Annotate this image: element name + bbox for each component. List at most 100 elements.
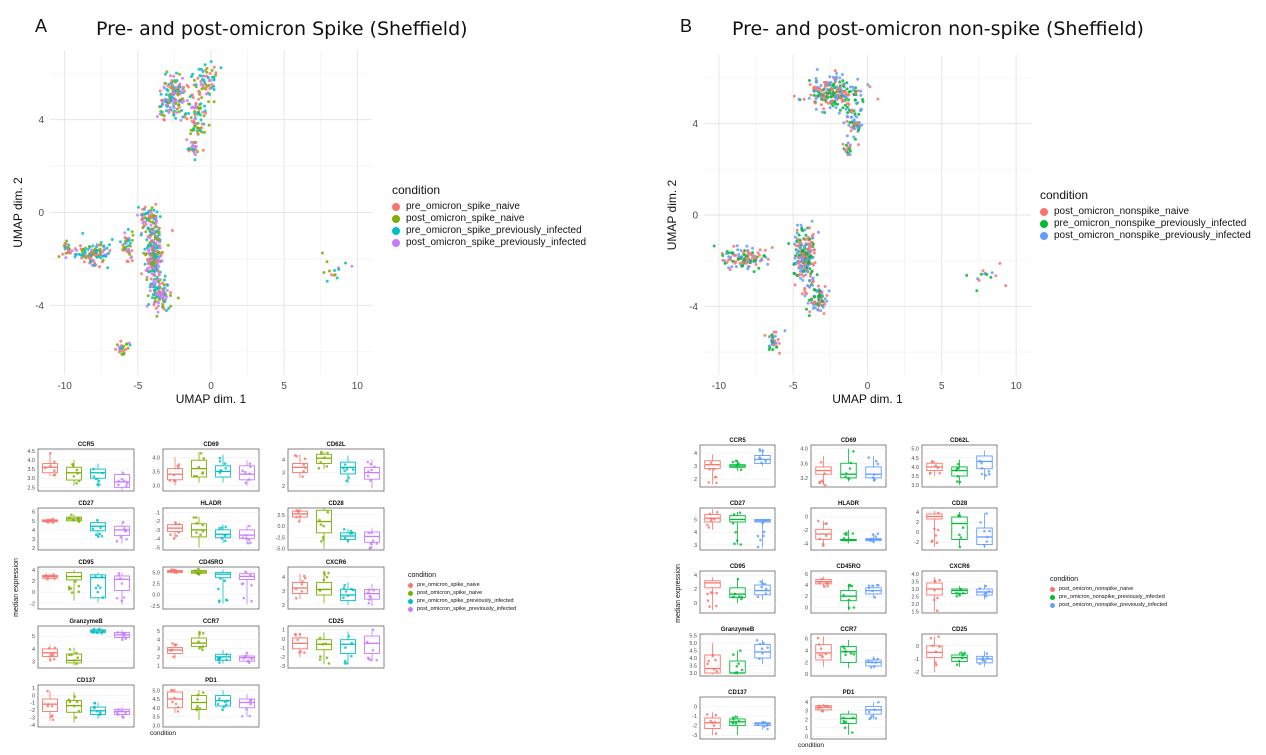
data-point <box>79 244 82 248</box>
data-point <box>756 534 760 538</box>
data-point <box>826 582 830 585</box>
data-point <box>158 295 162 299</box>
data-point <box>873 596 877 599</box>
data-point <box>196 76 200 80</box>
legend-swatch <box>392 239 400 247</box>
data-point <box>157 265 161 269</box>
data-point <box>126 346 130 350</box>
data-point <box>102 244 106 248</box>
legend-label: pre_omicron_spike_previously_infected <box>417 598 514 604</box>
legend-item: pre_omicron_spike_naive <box>392 201 586 213</box>
data-point <box>739 543 742 546</box>
data-point <box>105 246 109 250</box>
panel-a-title: Pre- and post-omicron Spike (Sheffield) <box>96 18 468 40</box>
data-point <box>127 238 131 242</box>
data-point <box>164 309 168 312</box>
data-point <box>816 636 820 640</box>
data-point <box>853 98 857 102</box>
data-point <box>155 210 159 214</box>
data-point <box>128 244 132 248</box>
data-point <box>177 110 181 114</box>
data-point <box>825 95 829 99</box>
data-point <box>715 481 718 485</box>
data-point <box>820 110 824 114</box>
data-point <box>987 590 991 593</box>
data-point <box>207 100 211 104</box>
data-point <box>174 102 177 106</box>
data-point <box>758 449 762 453</box>
data-point <box>819 94 823 98</box>
y-tick-label: -1 <box>692 714 697 720</box>
data-point <box>212 65 216 69</box>
data-point <box>822 80 826 84</box>
data-point <box>165 93 168 97</box>
data-point <box>705 713 709 716</box>
data-point <box>162 85 166 89</box>
data-point <box>859 93 863 97</box>
y-tick-label: 3.5 <box>911 474 919 480</box>
data-point <box>146 294 150 298</box>
panel-b-letter: B <box>680 16 693 36</box>
data-point <box>844 95 847 99</box>
scatter-points <box>712 68 1008 355</box>
data-point <box>163 72 167 76</box>
y-tick-label: 4 <box>38 115 44 126</box>
data-point <box>160 259 164 263</box>
data-point <box>808 279 812 283</box>
data-point <box>838 86 842 90</box>
data-point <box>866 83 870 87</box>
data-point <box>193 158 197 162</box>
data-point <box>64 242 68 246</box>
data-point <box>204 87 208 91</box>
data-point <box>149 223 153 227</box>
data-point <box>82 260 86 264</box>
data-point <box>184 112 188 115</box>
data-point <box>846 141 850 145</box>
data-point <box>144 253 148 257</box>
data-point <box>158 238 162 242</box>
data-point <box>176 296 180 300</box>
data-point <box>126 227 130 231</box>
data-point <box>814 89 818 93</box>
data-point <box>740 595 743 599</box>
data-point <box>101 254 105 258</box>
data-point <box>835 71 839 75</box>
panel-a-letter: A <box>35 16 48 36</box>
data-point <box>877 583 880 587</box>
data-point <box>813 101 817 105</box>
data-point <box>984 594 988 598</box>
data-point <box>193 114 197 117</box>
data-point <box>145 304 149 308</box>
data-point <box>164 82 168 86</box>
data-point <box>147 209 151 213</box>
legend-label: post_omicron_nonspike_previously_infecte… <box>1059 602 1168 608</box>
legend-item: pre_omicron_nonspike_previously_infected <box>1050 593 1167 601</box>
data-point <box>955 595 959 598</box>
y-tick-label: 4 <box>805 649 808 655</box>
data-point <box>833 86 837 90</box>
data-point <box>934 464 937 467</box>
data-point <box>765 724 769 727</box>
legend-swatch <box>408 598 413 604</box>
data-point <box>849 652 853 655</box>
data-point <box>851 85 855 89</box>
legend-title: condition <box>392 183 441 197</box>
y-tick-label: 2.5 <box>911 595 919 601</box>
data-point <box>707 481 711 484</box>
data-point <box>149 211 153 215</box>
facet-cd25: CD25 0 -1 -2 <box>914 627 998 677</box>
data-point <box>933 527 936 531</box>
data-point <box>833 78 837 82</box>
data-point <box>150 232 154 236</box>
facet-cd28: CD28 4 2 0 -2 <box>914 501 998 551</box>
data-point <box>199 80 203 84</box>
data-point <box>828 106 832 110</box>
data-point <box>824 704 827 708</box>
data-point <box>185 138 189 142</box>
data-point <box>175 107 179 111</box>
data-point <box>841 142 845 146</box>
data-point <box>986 535 989 539</box>
data-point <box>146 226 150 230</box>
data-point <box>200 87 204 91</box>
data-point <box>183 89 187 93</box>
